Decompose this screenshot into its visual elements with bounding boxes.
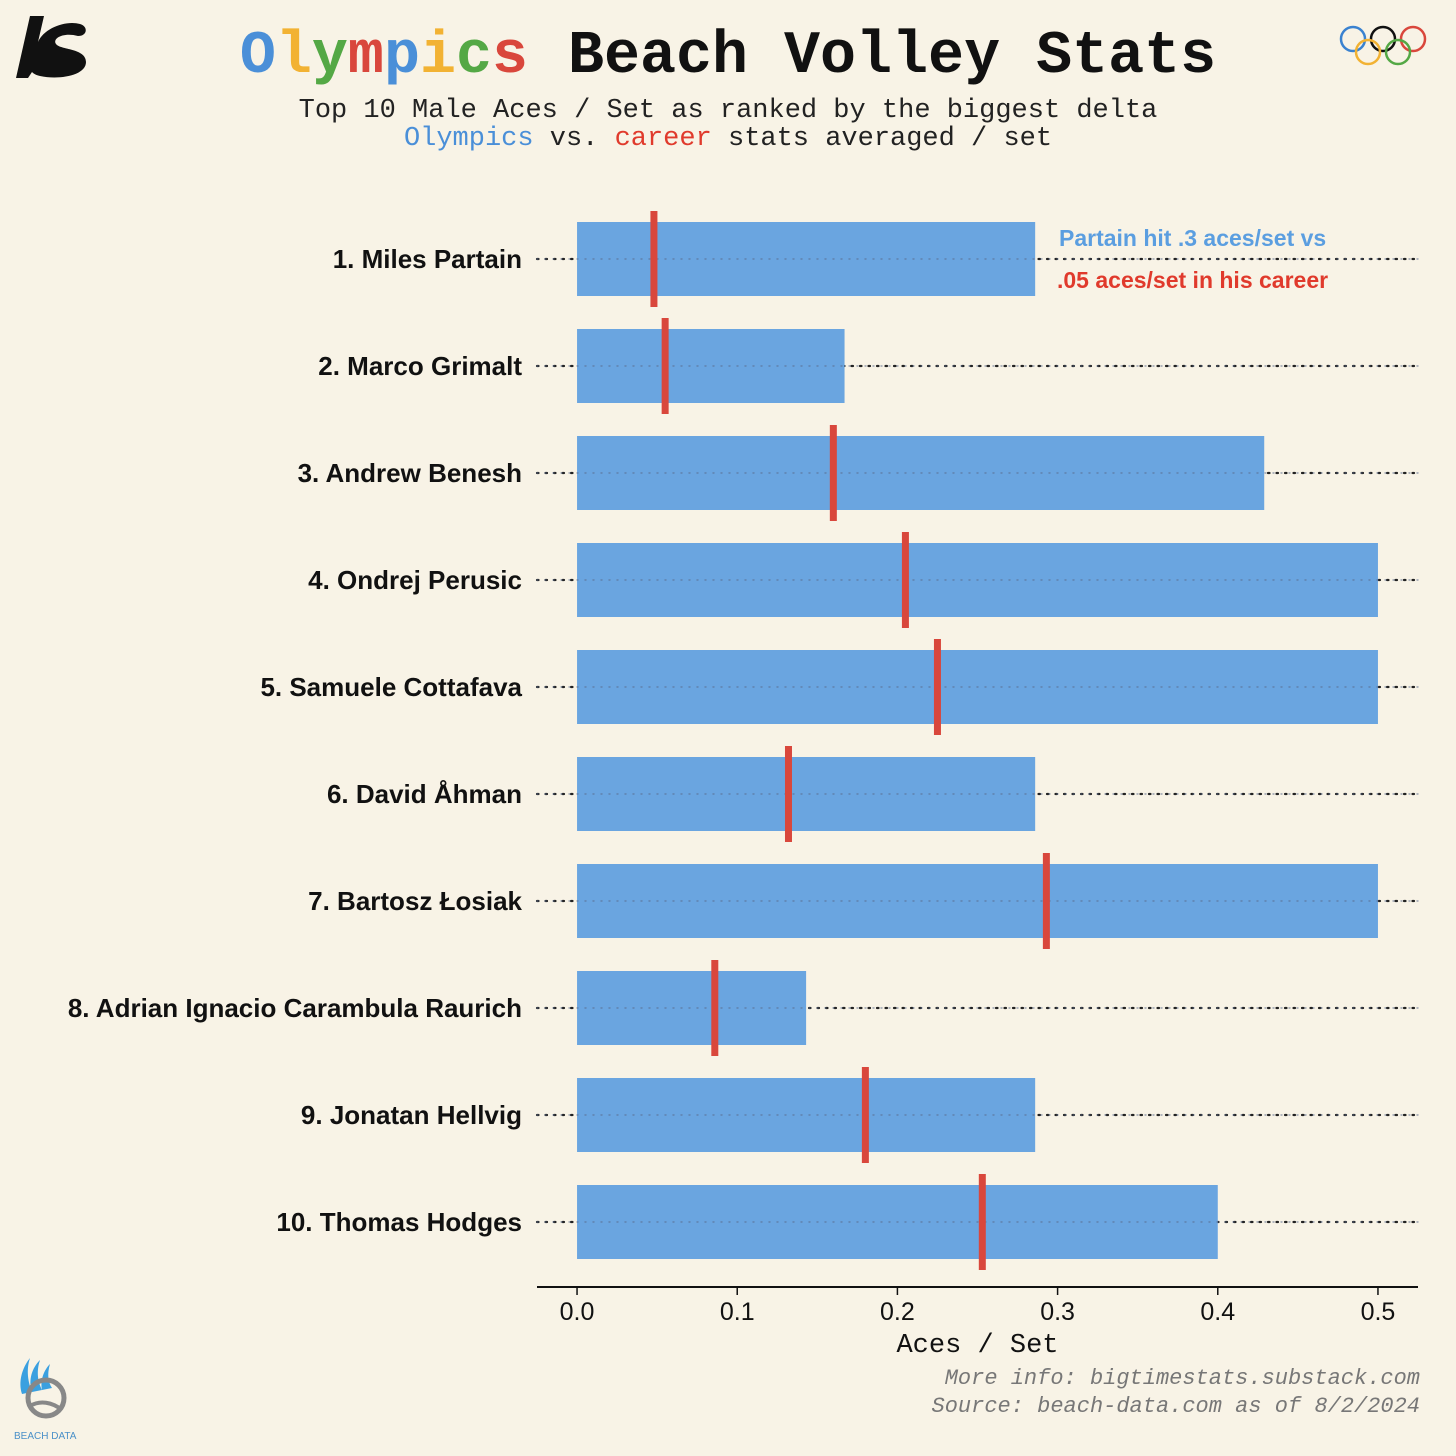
x-tick-label: 0.5 xyxy=(1361,1298,1396,1326)
career-marker xyxy=(933,639,941,735)
title-letter-5: i xyxy=(419,23,456,91)
olympics-bar xyxy=(577,757,1036,831)
career-marker xyxy=(829,425,837,521)
subtitle-olympics: Olympics xyxy=(403,124,534,154)
player-label: 6. David Åhman xyxy=(327,779,522,809)
x-tick-label: 0.3 xyxy=(1040,1298,1075,1326)
title-letter-7: s xyxy=(491,23,528,91)
career-marker xyxy=(901,532,909,628)
olympics-bar xyxy=(577,222,1036,296)
career-marker xyxy=(1042,853,1050,949)
title-olympics-word: Olympics xyxy=(240,23,528,91)
player-label: 3. Andrew Benesh xyxy=(298,458,522,488)
title-letter-4: p xyxy=(383,23,420,91)
beach-data-logo-icon xyxy=(20,1358,67,1419)
olympics-bar xyxy=(577,329,845,403)
player-label: 4. Ondrej Perusic xyxy=(308,565,522,595)
subtitle-line-1: Top 10 Male Aces / Set as ranked by the … xyxy=(298,96,1158,126)
career-marker xyxy=(661,318,669,414)
player-label: 1. Miles Partain xyxy=(333,244,522,274)
player-label: 2. Marco Grimalt xyxy=(318,351,522,381)
subtitle-rest: stats averaged / set xyxy=(711,124,1053,154)
x-tick-label: 0.2 xyxy=(880,1298,915,1326)
player-label: 5. Samuele Cottafava xyxy=(260,672,522,702)
title-letter-2: y xyxy=(311,23,348,91)
career-marker xyxy=(711,960,719,1056)
career-marker xyxy=(650,211,658,307)
player-label: 9. Jonatan Hellvig xyxy=(301,1100,522,1130)
olympics-bar xyxy=(577,971,807,1045)
annotation-line-2: .05 aces/set in his career xyxy=(1057,267,1328,293)
x-tick-label: 0.0 xyxy=(560,1298,595,1326)
title-letter-6: c xyxy=(455,23,492,91)
career-marker xyxy=(978,1174,986,1270)
player-label: 8. Adrian Ignacio Carambula Raurich xyxy=(68,993,522,1023)
x-axis-label: Aces / Set xyxy=(896,1331,1058,1361)
olympics-bar xyxy=(577,1078,1036,1152)
beach-data-logo-text: BEACH DATA xyxy=(14,1431,77,1442)
big-time-stats-logo-icon xyxy=(16,16,86,78)
footer-source: Source: beach-data.com as of 8/2/2024 xyxy=(931,1394,1420,1419)
title-rest: Beach Volley Stats xyxy=(568,23,1217,91)
career-marker xyxy=(784,746,792,842)
subtitle-career: career xyxy=(614,124,712,154)
player-label: 7. Bartosz Łosiak xyxy=(308,886,522,916)
title-letter-1: l xyxy=(275,23,312,91)
career-marker xyxy=(861,1067,869,1163)
subtitle-line-2: Olympics vs. career stats averaged / set xyxy=(0,125,1456,153)
title-letter-3: m xyxy=(347,23,384,91)
page-title: Olympics Beach Volley Stats xyxy=(0,22,1456,92)
player-label: 10. Thomas Hodges xyxy=(276,1207,522,1237)
footer-more-info: More info: bigtimestats.substack.com xyxy=(944,1366,1420,1391)
olympic-rings-icon xyxy=(1339,25,1427,66)
annotation-line-1: Partain hit .3 aces/set vs xyxy=(1059,225,1326,251)
subtitle-vs: vs. xyxy=(533,124,615,154)
x-tick-label: 0.4 xyxy=(1200,1298,1235,1326)
x-tick-label: 0.1 xyxy=(720,1298,755,1326)
aces-per-set-chart: 1. Miles Partain 2. Marco Grimalt 3. Andre… xyxy=(68,211,1420,1361)
title-letter-0: O xyxy=(239,23,276,91)
